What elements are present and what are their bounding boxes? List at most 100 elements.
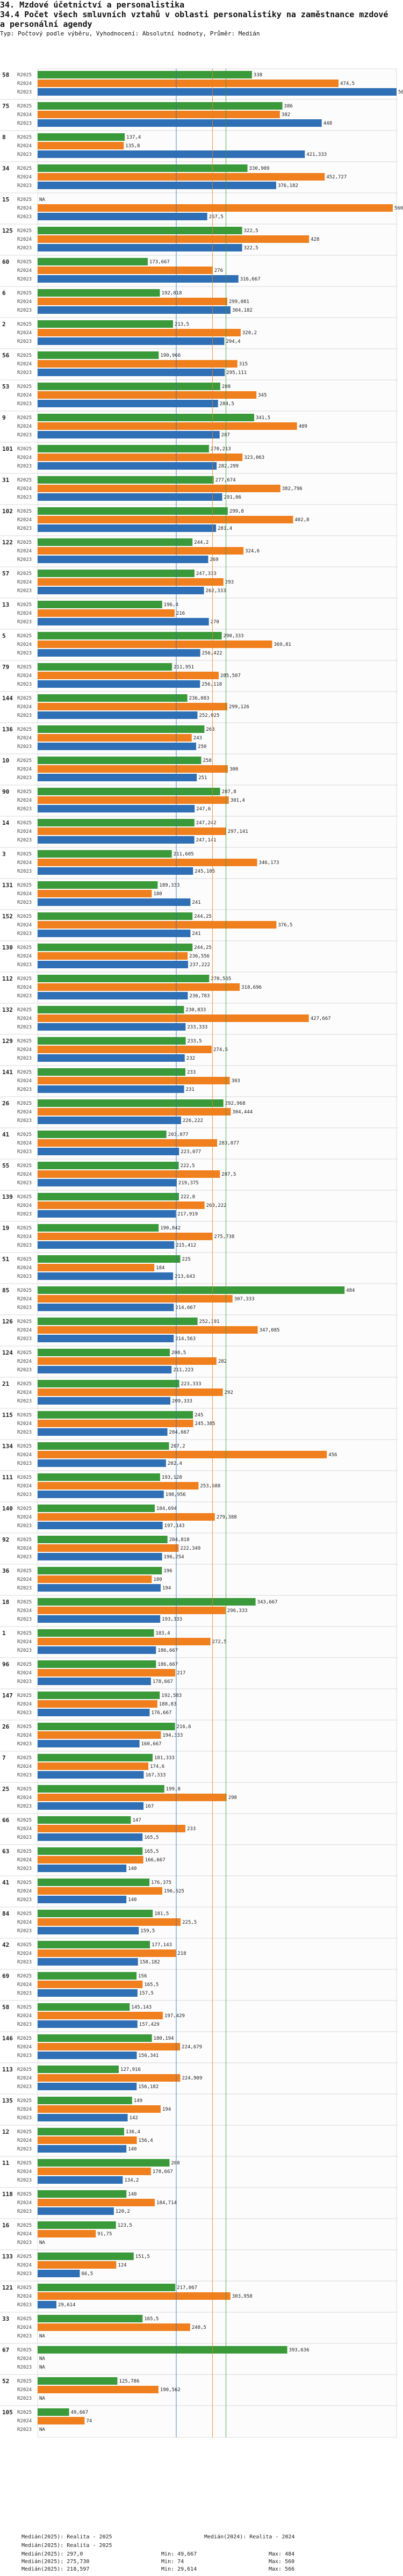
bar [38, 1949, 176, 1957]
row-label: R2023 [17, 2053, 32, 2059]
bar [38, 454, 243, 461]
row-label: R2025 [17, 1942, 32, 1948]
bar [38, 2315, 143, 2322]
bar [38, 1131, 167, 1138]
row-label: R2024 [17, 1328, 32, 1333]
group-label: 10 [2, 757, 9, 764]
value-label: 324,6 [245, 549, 260, 554]
bar [38, 774, 197, 781]
group-label: 133 [2, 2253, 13, 2260]
value-label: 184 [156, 1265, 164, 1271]
bar [38, 578, 224, 586]
value-label: 250 [198, 744, 206, 750]
bar [38, 462, 217, 470]
group-label: 58 [2, 71, 9, 78]
value-label: 247,242 [196, 821, 217, 826]
value-label: 135,8 [125, 143, 140, 149]
row-label: R2023 [17, 1399, 32, 1404]
value-label: 346,173 [259, 860, 279, 866]
bar [38, 1388, 223, 1396]
value-label: 293 [225, 580, 234, 585]
value-label: 233 [187, 1070, 196, 1075]
row-label: R2025 [17, 821, 32, 826]
value-label: 49,667 [71, 2410, 89, 2415]
value-label: 247,333 [196, 571, 217, 577]
row-label: R2023 [17, 744, 32, 750]
bar [38, 1473, 160, 1481]
row-label: R2025 [17, 1226, 32, 1231]
group-label: 121 [2, 2284, 13, 2291]
value-label: 566 [398, 90, 403, 95]
row-label: R2023 [17, 1991, 32, 1996]
bar [38, 1241, 175, 1249]
row-label: R2023 [17, 2396, 32, 2401]
value-label: 338 [254, 73, 262, 78]
bar [38, 173, 325, 181]
bar [38, 1567, 162, 1574]
value-label: 287,5 [221, 1172, 236, 1177]
group-label: 57 [2, 570, 9, 577]
row-label: R2024 [17, 2263, 32, 2268]
bar [38, 213, 207, 220]
value-label: 165,5 [144, 1835, 159, 1840]
bar [38, 2168, 151, 2175]
value-label: 197,143 [164, 1523, 185, 1529]
row-label: R2025 [17, 1444, 32, 1449]
row-label: R2023 [17, 1523, 32, 1529]
value-label: 299,8 [229, 509, 244, 514]
value-label: 222,5 [181, 1163, 195, 1169]
bar [38, 1505, 155, 1512]
value-label: 125,786 [119, 2379, 139, 2384]
group-label: 130 [2, 944, 13, 951]
value-label: 369,81 [274, 642, 291, 647]
group-label: 13 [2, 601, 9, 608]
row-label: R2024 [17, 580, 32, 585]
bar [38, 587, 204, 594]
stat-median-2024: Medián(2025): 275,730 [21, 2559, 90, 2565]
row-label: R2024 [17, 268, 32, 274]
row-label: R2023 [17, 308, 32, 313]
row-label: R2023 [17, 246, 32, 251]
value-label: 190,842 [160, 1226, 181, 1231]
value-label: 192,583 [161, 1693, 182, 1699]
bar [38, 2270, 80, 2277]
bar [38, 164, 248, 172]
row-label: R2024 [17, 486, 32, 492]
bar [38, 961, 188, 968]
bar [38, 912, 193, 920]
group-label: 2 [2, 321, 6, 328]
bar [38, 1740, 140, 1747]
bar [38, 1598, 256, 1606]
group-label: 152 [2, 913, 13, 920]
bar [38, 1451, 327, 1458]
value-label: 247,6 [196, 807, 211, 812]
value-label: 223,077 [181, 1149, 201, 1155]
group-label: 105 [2, 2409, 13, 2416]
value-label: 158,182 [140, 1960, 160, 1965]
group-label: 111 [2, 1474, 13, 1481]
row-label: R2024 [17, 517, 32, 523]
row-label: R2025 [17, 197, 32, 203]
bar [38, 725, 205, 733]
value-label: 124 [118, 2263, 126, 2268]
row-label: R2024 [17, 954, 32, 959]
group-label: 125 [2, 227, 13, 234]
row-label: R2024 [17, 1390, 32, 1395]
row-label: R2025 [17, 260, 32, 265]
value-label: 347,085 [260, 1328, 280, 1333]
value-label: 276 [214, 268, 223, 274]
row-label: R2024 [17, 1858, 32, 1863]
row-label: R2023 [17, 1804, 32, 1809]
row-label: R2024 [17, 1078, 32, 1084]
value-label: 140 [128, 2192, 136, 2197]
row-label: R2024 [17, 1826, 32, 1832]
value-label: 134,2 [124, 2178, 139, 2183]
value-label-na: NA [39, 2396, 45, 2401]
value-label: 251 [198, 775, 207, 781]
row-label: R2024 [17, 2138, 32, 2143]
chart-subtitle: Typ: Počtový podle výběru, Vyhodnocení: … [0, 30, 260, 37]
bar [38, 1366, 172, 1373]
value-label: 294,4 [226, 339, 240, 344]
value-label: 382,796 [282, 486, 303, 492]
row-label: R2024 [17, 424, 32, 429]
